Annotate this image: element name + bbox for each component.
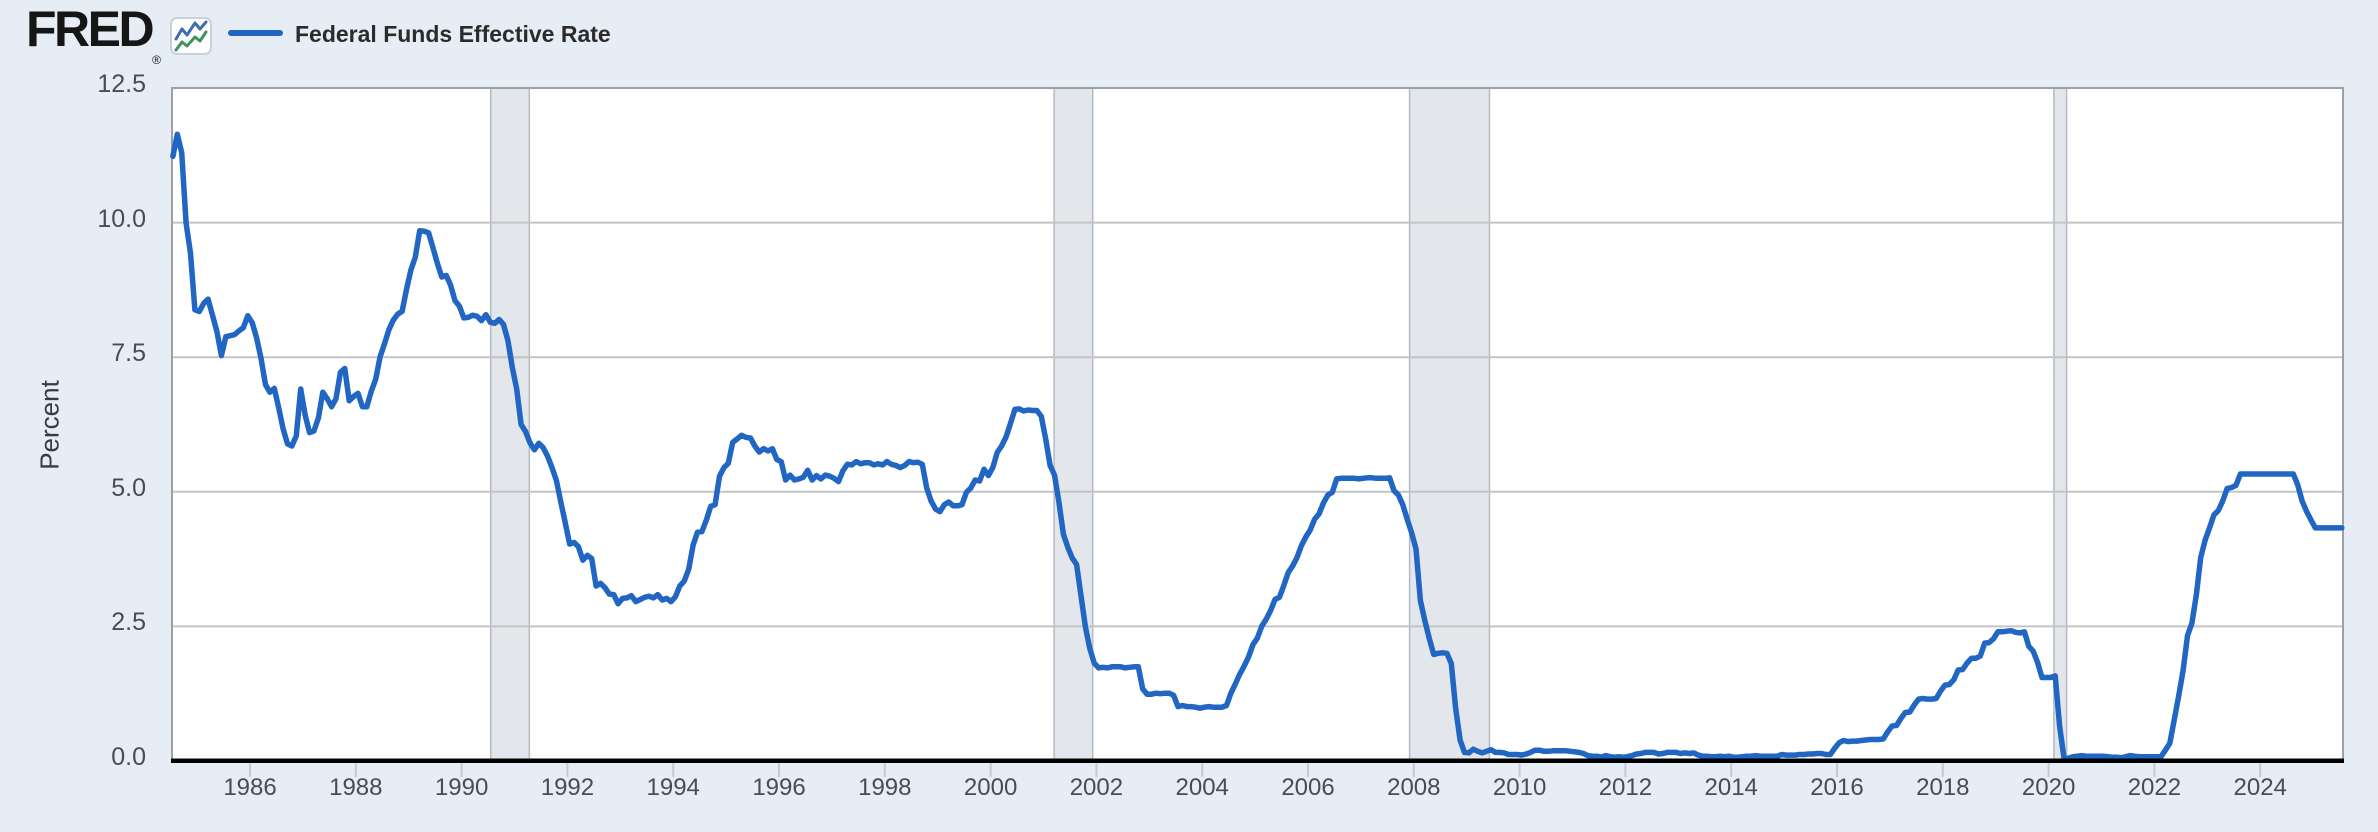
x-tick-label: 2000 — [963, 774, 1018, 801]
sparkline-blue-line — [174, 20, 208, 41]
x-tick-label: 1986 — [223, 774, 277, 801]
x-tick-label: 2012 — [1598, 774, 1653, 801]
plot-border — [171, 87, 2344, 761]
registered-mark: ® — [152, 53, 161, 67]
x-tick-label: 1994 — [646, 774, 700, 801]
y-tick-label: 10.0 — [97, 204, 146, 233]
series-line — [170, 131, 2345, 762]
sparkline-icon-graphic — [174, 20, 208, 52]
x-tick-label: 1996 — [752, 774, 806, 801]
x-axis-line — [171, 758, 2344, 763]
x-tick-label: 2004 — [1175, 774, 1229, 801]
x-tick-label: 2008 — [1387, 774, 1441, 801]
x-tick-label: 2020 — [2021, 774, 2076, 801]
x-tick-label: 2018 — [1916, 774, 1970, 801]
legend-line-swatch — [228, 30, 283, 36]
y-tick-label: 5.0 — [111, 473, 146, 502]
x-tick-label: 1992 — [540, 774, 595, 801]
legend-series-label: Federal Funds Effective Rate — [295, 21, 611, 47]
y-tick-label: 7.5 — [111, 339, 146, 368]
x-tick-label: 2024 — [2233, 774, 2287, 801]
x-tick-label: 2002 — [1069, 774, 1124, 801]
recession-band — [1409, 88, 1490, 761]
fred-logo[interactable]: FRED® — [26, 1, 161, 67]
x-tick-label: 2010 — [1492, 774, 1547, 801]
fred-logo-text: FRED — [26, 1, 155, 57]
x-tick-label: 1990 — [434, 774, 489, 801]
y-axis-title: Percent — [34, 380, 65, 470]
x-tick-label: 2006 — [1281, 774, 1335, 801]
x-tick-label: 1988 — [329, 774, 383, 801]
x-tick-label: 1998 — [858, 774, 912, 801]
x-tick-label: 2016 — [1810, 774, 1864, 801]
sparkline-chart-icon[interactable] — [170, 17, 212, 55]
y-tick-label: 2.5 — [111, 608, 146, 637]
y-tick-label: 0.0 — [111, 743, 146, 771]
recession-band — [2053, 88, 2067, 761]
recession-band — [1054, 88, 1093, 761]
x-tick-label: 2014 — [1704, 774, 1758, 801]
sparkline-green-line — [174, 30, 208, 52]
y-tick-label: 12.5 — [97, 70, 146, 98]
x-tick-label: 2022 — [2127, 774, 2182, 801]
